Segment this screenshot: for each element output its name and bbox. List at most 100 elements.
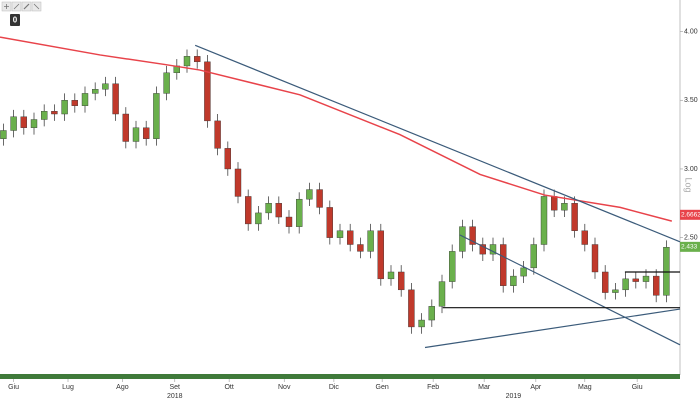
candle-body — [102, 83, 109, 90]
candle-body — [91, 89, 99, 94]
candle-body — [469, 226, 476, 245]
candle-body — [612, 289, 619, 293]
candle-body — [479, 244, 486, 255]
x-tick-label: Mag — [578, 384, 592, 391]
candle-body — [581, 230, 588, 245]
candle-body — [510, 275, 517, 286]
candle-body — [438, 281, 446, 307]
last-value-label: 2.433 — [681, 244, 698, 251]
moving-average — [0, 36, 673, 222]
year-label: 2019 — [506, 393, 522, 400]
candle-body — [530, 244, 537, 269]
trendline — [424, 308, 681, 349]
candle-body — [51, 111, 58, 115]
candle-body — [663, 247, 670, 296]
candle-body — [500, 244, 507, 286]
candle-body — [418, 319, 425, 328]
candle-body — [561, 203, 568, 211]
candle-body — [224, 148, 232, 170]
candle-body — [653, 275, 660, 296]
candle-body — [163, 72, 170, 94]
candle-body — [591, 244, 599, 273]
candle-body — [30, 119, 38, 128]
candle-body — [285, 216, 293, 227]
candle-body — [336, 230, 344, 238]
candle-body — [377, 230, 384, 280]
y-tick-label: 4.00 — [684, 28, 698, 35]
x-tick-label: Ago — [116, 384, 129, 391]
candle-body — [347, 230, 354, 245]
candle-body — [61, 100, 68, 115]
x-tick-label: Gen — [376, 384, 389, 391]
candle-body — [520, 267, 527, 277]
toolbar: 0 — [1, 1, 42, 26]
icon — [13, 3, 20, 10]
candle-body — [255, 212, 262, 225]
icon — [4, 4, 9, 9]
candle-body — [112, 83, 119, 115]
candle-body — [398, 271, 405, 291]
candle-body — [234, 168, 242, 197]
y-tick-label: 3.00 — [684, 166, 698, 173]
candle-body — [153, 93, 160, 139]
candle-body — [459, 226, 466, 252]
icon — [23, 3, 30, 10]
candle-body — [193, 56, 201, 63]
candle-body — [449, 251, 456, 282]
trendline — [459, 234, 681, 346]
candle-body — [275, 203, 282, 218]
candle-body — [306, 189, 313, 200]
x-tick-label: Ott — [224, 384, 233, 391]
last-value-box — [680, 209, 700, 220]
x-tick-label: Giu — [8, 384, 19, 391]
candle-body — [387, 271, 395, 280]
badge-count: 0 — [13, 16, 18, 25]
candle-body — [244, 196, 252, 225]
candle-body — [326, 207, 333, 238]
candle-body — [10, 116, 17, 131]
x-tick-label: Nov — [278, 384, 291, 391]
x-tick-label: Lug — [62, 384, 74, 391]
candle-body — [214, 120, 221, 149]
candle-body — [142, 127, 150, 139]
candle-body — [132, 127, 140, 142]
last-value-label: 2.6662 — [681, 212, 700, 219]
candle-body — [265, 203, 272, 214]
y-tick-label: 2.50 — [684, 234, 698, 241]
candle-body — [408, 289, 415, 328]
candle-body — [367, 230, 374, 252]
candle-body — [71, 100, 79, 106]
x-tick-label: Dic — [329, 384, 340, 391]
candle-body — [632, 278, 639, 282]
candle-body — [357, 244, 364, 252]
candle-body — [183, 56, 191, 67]
icon — [33, 3, 40, 10]
candle-body — [551, 196, 558, 211]
year-label: 2018 — [167, 393, 183, 400]
x-tick-label: Set — [170, 384, 181, 391]
candle-body — [642, 275, 650, 282]
x-tick-label: Giu — [632, 384, 643, 391]
candle-body — [81, 93, 89, 106]
trendline — [194, 44, 681, 243]
candle-body — [428, 306, 435, 321]
candle-body — [0, 130, 7, 139]
candle-body — [296, 198, 303, 227]
candle-body — [316, 189, 323, 208]
x-tick-label: Feb — [427, 384, 439, 391]
candle-body — [622, 278, 629, 291]
candle-body — [122, 113, 130, 142]
time-strip — [0, 374, 680, 379]
scale-label: Log — [684, 177, 694, 192]
x-tick-label: Apr — [530, 384, 542, 391]
candle-body — [489, 244, 497, 255]
candle-body — [540, 196, 548, 245]
candle-body — [41, 111, 48, 120]
candle-body — [571, 203, 578, 231]
last-value-box — [680, 241, 700, 252]
candle-body — [204, 61, 211, 122]
x-tick-label: Mar — [478, 384, 491, 391]
badge[interactable] — [10, 14, 20, 26]
